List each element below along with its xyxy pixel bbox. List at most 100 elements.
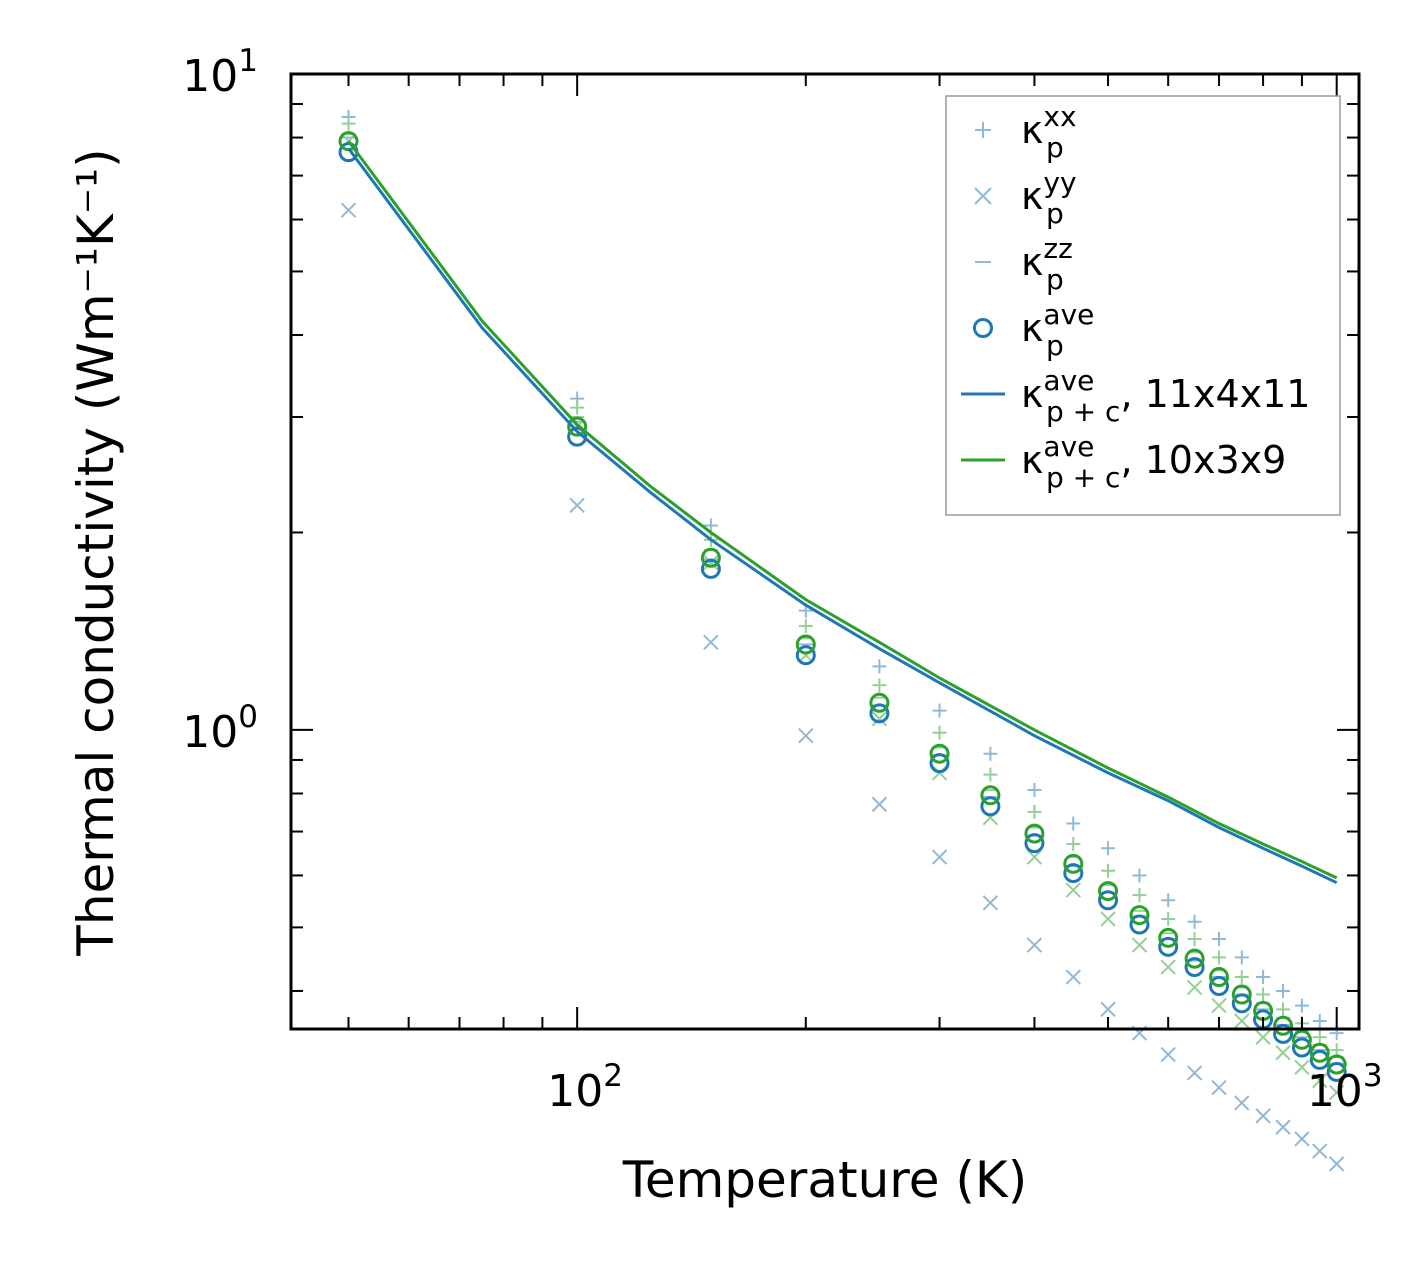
- data-point: [1212, 932, 1227, 947]
- data-point: [1294, 1131, 1310, 1147]
- data-point: [1275, 1119, 1291, 1135]
- legend-entry: κzz p: [975, 232, 1073, 296]
- data-point: [1132, 868, 1147, 883]
- data-point: [1098, 881, 1119, 902]
- y-axis-title: Thermal conductivity (Wm⁻¹K⁻¹): [67, 148, 125, 956]
- data-point: [1184, 957, 1205, 978]
- data-point: [1186, 1065, 1203, 1081]
- data-point: [871, 711, 888, 727]
- legend-label: κyy p: [1021, 166, 1077, 230]
- data-point: [1027, 804, 1042, 819]
- data-point: [1291, 1029, 1312, 1050]
- data-point: [703, 554, 719, 571]
- data-point: [1066, 816, 1081, 831]
- data-point: [983, 746, 998, 761]
- data-point: [1161, 911, 1176, 926]
- data-point: [1273, 1023, 1294, 1044]
- legend-label: κave p + c, 10x3x9: [1021, 430, 1286, 494]
- data-point: [1212, 950, 1227, 965]
- data-point: [932, 703, 947, 718]
- data-point: [1255, 1108, 1271, 1124]
- data-point: [1100, 1001, 1116, 1018]
- data-point: [1129, 914, 1150, 935]
- legend-box: [945, 95, 1341, 516]
- data-point: [703, 634, 719, 651]
- data-point: [872, 659, 887, 674]
- data-point: [1184, 948, 1205, 969]
- data-point: [869, 703, 890, 724]
- data-point: [980, 785, 1001, 806]
- data-point: [932, 725, 947, 740]
- data-point: [1328, 1084, 1345, 1101]
- series-1-plus: [341, 109, 1344, 1041]
- data-point: [1186, 979, 1203, 996]
- legend-label: κzz p: [1021, 232, 1073, 296]
- data-point: [700, 547, 721, 568]
- series-2-x: [340, 202, 1345, 1172]
- data-point: [1063, 863, 1084, 884]
- data-point: [1234, 970, 1249, 985]
- data-point: [1234, 1013, 1250, 1029]
- legend-label: κave p + c, 11x4x11: [1021, 364, 1310, 428]
- data-point: [703, 518, 718, 533]
- data-point: [1294, 1059, 1310, 1075]
- data-point: [1328, 1156, 1345, 1172]
- data-point: [1024, 823, 1045, 844]
- plot-area-frame: [289, 72, 1361, 1031]
- data-point: [869, 692, 890, 713]
- data-point: [1312, 1072, 1328, 1089]
- data-point: [1063, 853, 1084, 874]
- data-point: [1326, 1061, 1347, 1082]
- data-point: [1187, 932, 1202, 947]
- legend-entry: κave p: [973, 298, 1094, 362]
- legend-marker: [975, 122, 991, 138]
- data-point: [567, 426, 588, 447]
- data-point: [1211, 997, 1227, 1014]
- data-point: [1131, 937, 1148, 953]
- data-point: [1256, 987, 1271, 1002]
- data-point: [795, 634, 816, 655]
- data-point: [1312, 1030, 1327, 1045]
- data-point: [1209, 967, 1230, 988]
- data-point: [340, 202, 357, 218]
- data-point: [980, 796, 1001, 817]
- data-point: [1275, 1045, 1291, 1061]
- data-point: [1160, 1046, 1176, 1063]
- data-point: [872, 678, 887, 693]
- legend-marker: [974, 187, 992, 205]
- data-point: [1161, 893, 1176, 908]
- legend-entry: κave p + c, 11x4x11: [961, 364, 1310, 428]
- data-point: [1326, 1054, 1347, 1075]
- data-point: [1312, 1013, 1327, 1028]
- data-point: [1209, 976, 1230, 997]
- data-point: [1294, 998, 1309, 1013]
- legend-label: κxx p: [1021, 100, 1077, 164]
- x-axis-title: Temperature (K): [622, 1151, 1027, 1209]
- data-point: [1255, 1029, 1271, 1045]
- data-point: [795, 645, 816, 666]
- data-point: [1234, 950, 1249, 965]
- data-point: [1026, 849, 1043, 865]
- x-tick-label: 103: [1307, 1058, 1383, 1117]
- data-point: [567, 416, 588, 437]
- data-point: [1027, 782, 1042, 797]
- y-tick-label: 100: [182, 699, 258, 758]
- data-point: [1291, 1037, 1312, 1058]
- data-point: [982, 895, 999, 911]
- data-point: [1276, 1002, 1291, 1017]
- data-point: [1100, 911, 1116, 927]
- data-point: [1024, 833, 1045, 854]
- data-point: [1026, 937, 1043, 953]
- data-point: [1066, 837, 1081, 852]
- data-point: [1273, 1015, 1294, 1036]
- data-point: [1234, 1095, 1250, 1111]
- series-4-circle: [338, 142, 1347, 1082]
- data-point: [1065, 969, 1081, 985]
- data-point: [929, 743, 950, 764]
- data-point: [1098, 890, 1119, 911]
- data-point: [570, 400, 585, 415]
- y-tick-label: 101: [182, 43, 258, 102]
- data-point: [341, 116, 356, 131]
- data-point: [929, 753, 950, 774]
